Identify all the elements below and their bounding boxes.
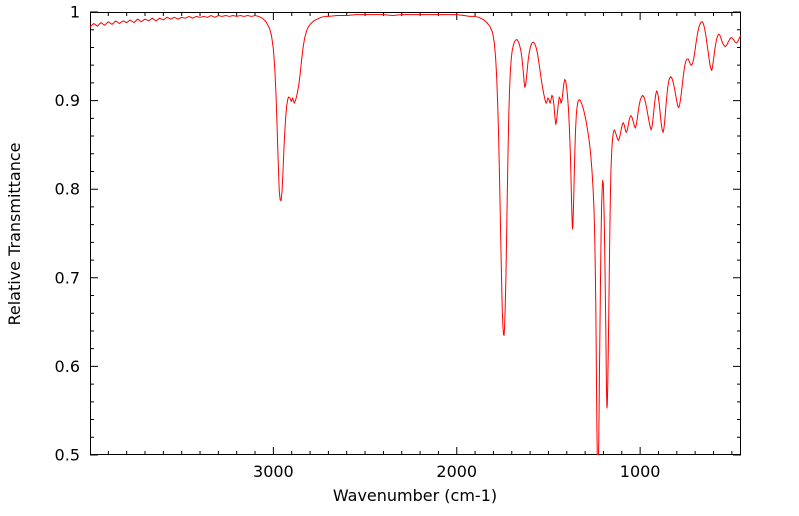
y-tick-label: 0.5: [55, 446, 80, 465]
y-tick-label: 1: [70, 3, 80, 22]
y-tick-label: 0.8: [55, 180, 80, 199]
y-tick-label: 0.7: [55, 268, 80, 287]
y-tick-label: 0.9: [55, 91, 80, 110]
x-axis-title: Wavenumber (cm-1): [333, 486, 497, 505]
spectrum-line: [90, 14, 741, 455]
plot-area: 3000 2000 1000 0.5 0.6 0.7 0.8 0.9 1: [55, 3, 741, 481]
x-tick-label: 2000: [436, 462, 477, 481]
x-tick-label: 3000: [253, 462, 294, 481]
x-tick-label: 1000: [620, 462, 661, 481]
plot-frame: [90, 12, 741, 455]
y-tick-label: 0.6: [55, 357, 80, 376]
tick-marks: [90, 11, 741, 456]
y-axis-title: Relative Transmittance: [5, 142, 24, 325]
